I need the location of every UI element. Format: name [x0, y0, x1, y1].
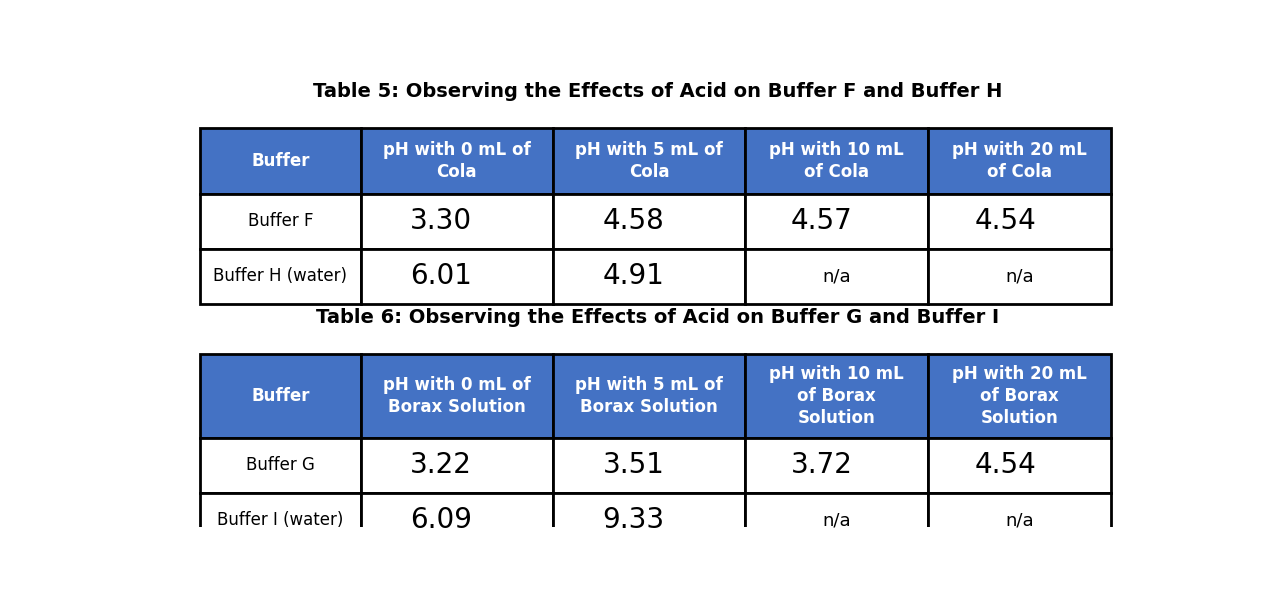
Text: pH with 5 mL of
Cola: pH with 5 mL of Cola — [575, 141, 723, 181]
Text: 4.91: 4.91 — [602, 262, 664, 290]
Text: n/a: n/a — [1005, 511, 1034, 529]
Bar — [361, 128, 553, 194]
Bar — [200, 128, 361, 194]
Bar — [928, 438, 1111, 493]
Bar — [928, 249, 1111, 304]
Text: 4.58: 4.58 — [602, 207, 664, 236]
Bar — [361, 493, 553, 548]
Text: pH with 10 mL
of Cola: pH with 10 mL of Cola — [769, 141, 904, 181]
Bar — [745, 438, 928, 493]
Text: n/a: n/a — [1005, 267, 1034, 285]
Text: pH with 20 mL
of Borax
Solution: pH with 20 mL of Borax Solution — [953, 365, 1088, 427]
Text: Buffer G: Buffer G — [247, 456, 315, 474]
Text: Buffer I (water): Buffer I (water) — [217, 511, 344, 529]
Bar — [745, 194, 928, 249]
Bar — [200, 249, 361, 304]
Bar — [553, 353, 745, 438]
Bar — [928, 194, 1111, 249]
Text: 4.54: 4.54 — [975, 451, 1036, 480]
Text: Buffer: Buffer — [252, 152, 309, 170]
Bar — [553, 493, 745, 548]
Text: pH with 0 mL of
Cola: pH with 0 mL of Cola — [383, 141, 530, 181]
Bar — [553, 128, 745, 194]
Text: Buffer F: Buffer F — [248, 213, 313, 230]
Bar — [553, 194, 745, 249]
Bar — [928, 128, 1111, 194]
Bar — [928, 493, 1111, 548]
Bar — [553, 438, 745, 493]
Bar — [361, 353, 553, 438]
Bar — [200, 353, 361, 438]
Text: 9.33: 9.33 — [602, 506, 665, 534]
Text: 6.09: 6.09 — [411, 506, 473, 534]
Text: 4.54: 4.54 — [975, 207, 1036, 236]
Bar — [200, 194, 361, 249]
Bar — [745, 493, 928, 548]
Text: pH with 20 mL
of Cola: pH with 20 mL of Cola — [953, 141, 1088, 181]
Text: n/a: n/a — [822, 267, 851, 285]
Text: 6.01: 6.01 — [411, 262, 473, 290]
Bar — [928, 353, 1111, 438]
Text: Buffer: Buffer — [252, 387, 309, 405]
Text: Buffer H (water): Buffer H (water) — [213, 267, 348, 285]
Bar — [745, 249, 928, 304]
Bar — [361, 438, 553, 493]
Text: n/a: n/a — [822, 511, 851, 529]
Text: Table 6: Observing the Effects of Acid on Buffer G and Buffer I: Table 6: Observing the Effects of Acid o… — [316, 308, 1000, 327]
Text: 3.22: 3.22 — [411, 451, 473, 480]
Bar — [745, 128, 928, 194]
Bar — [200, 493, 361, 548]
Bar — [200, 438, 361, 493]
Text: 3.30: 3.30 — [410, 207, 473, 236]
Bar — [361, 249, 553, 304]
Text: pH with 0 mL of
Borax Solution: pH with 0 mL of Borax Solution — [383, 376, 530, 416]
Bar — [361, 194, 553, 249]
Text: 3.51: 3.51 — [602, 451, 664, 480]
Text: 4.57: 4.57 — [791, 207, 853, 236]
Text: 3.72: 3.72 — [791, 451, 853, 480]
Text: pH with 10 mL
of Borax
Solution: pH with 10 mL of Borax Solution — [769, 365, 904, 427]
Bar — [553, 249, 745, 304]
Text: Table 5: Observing the Effects of Acid on Buffer F and Buffer H: Table 5: Observing the Effects of Acid o… — [313, 82, 1003, 101]
Bar — [745, 353, 928, 438]
Text: pH with 5 mL of
Borax Solution: pH with 5 mL of Borax Solution — [575, 376, 723, 416]
